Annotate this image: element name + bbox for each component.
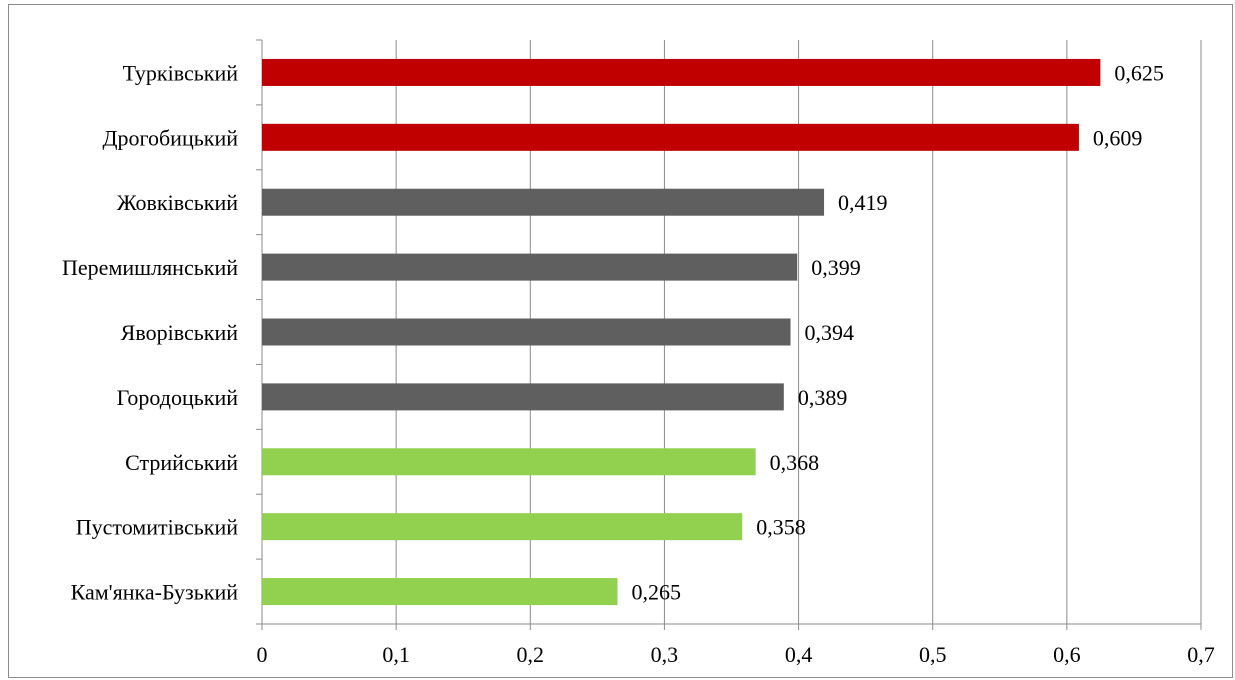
value-label: 0,265 xyxy=(631,580,681,605)
category-label: Дрогобицький xyxy=(103,125,239,150)
value-label: 0,358 xyxy=(756,515,806,540)
category-label: Городоцький xyxy=(117,385,239,410)
x-tick-label: 0,7 xyxy=(1187,642,1215,667)
x-tick-label: 0,4 xyxy=(785,642,813,667)
category-label: Пустомитівський xyxy=(76,515,238,540)
bar xyxy=(262,383,784,411)
value-label: 0,394 xyxy=(805,320,855,345)
x-tick-label: 0,1 xyxy=(382,642,410,667)
value-label: 0,625 xyxy=(1114,60,1164,85)
bar xyxy=(262,513,743,541)
bar xyxy=(262,58,1101,86)
bar xyxy=(262,448,756,476)
labels: 0 0,1 0,2 0,3 0,4 0,5 0,6 0,7 Турківський 0,625 Др… xyxy=(62,60,1215,667)
x-tick-label: 0,5 xyxy=(919,642,947,667)
value-label: 0,609 xyxy=(1093,125,1143,150)
value-label: 0,368 xyxy=(770,450,820,475)
x-tick-label: 0,6 xyxy=(1053,642,1081,667)
bar xyxy=(262,123,1079,151)
category-label: Яворівський xyxy=(121,320,239,345)
category-label: Турківський xyxy=(123,60,239,85)
bar xyxy=(262,188,825,216)
category-label: Жовківський xyxy=(117,190,238,215)
bar xyxy=(262,253,798,281)
bar xyxy=(262,318,791,346)
bars xyxy=(262,58,1101,606)
value-label: 0,399 xyxy=(811,255,861,280)
category-label: Стрийський xyxy=(125,450,238,475)
value-label: 0,419 xyxy=(838,190,888,215)
category-label: Перемишлянський xyxy=(62,255,238,280)
x-tick-label: 0 xyxy=(257,642,268,667)
x-tick-label: 0,2 xyxy=(517,642,545,667)
value-label: 0,389 xyxy=(798,385,848,410)
bar xyxy=(262,578,618,606)
category-label: Кам'янка-Бузький xyxy=(71,580,239,605)
x-tick-label: 0,3 xyxy=(651,642,679,667)
